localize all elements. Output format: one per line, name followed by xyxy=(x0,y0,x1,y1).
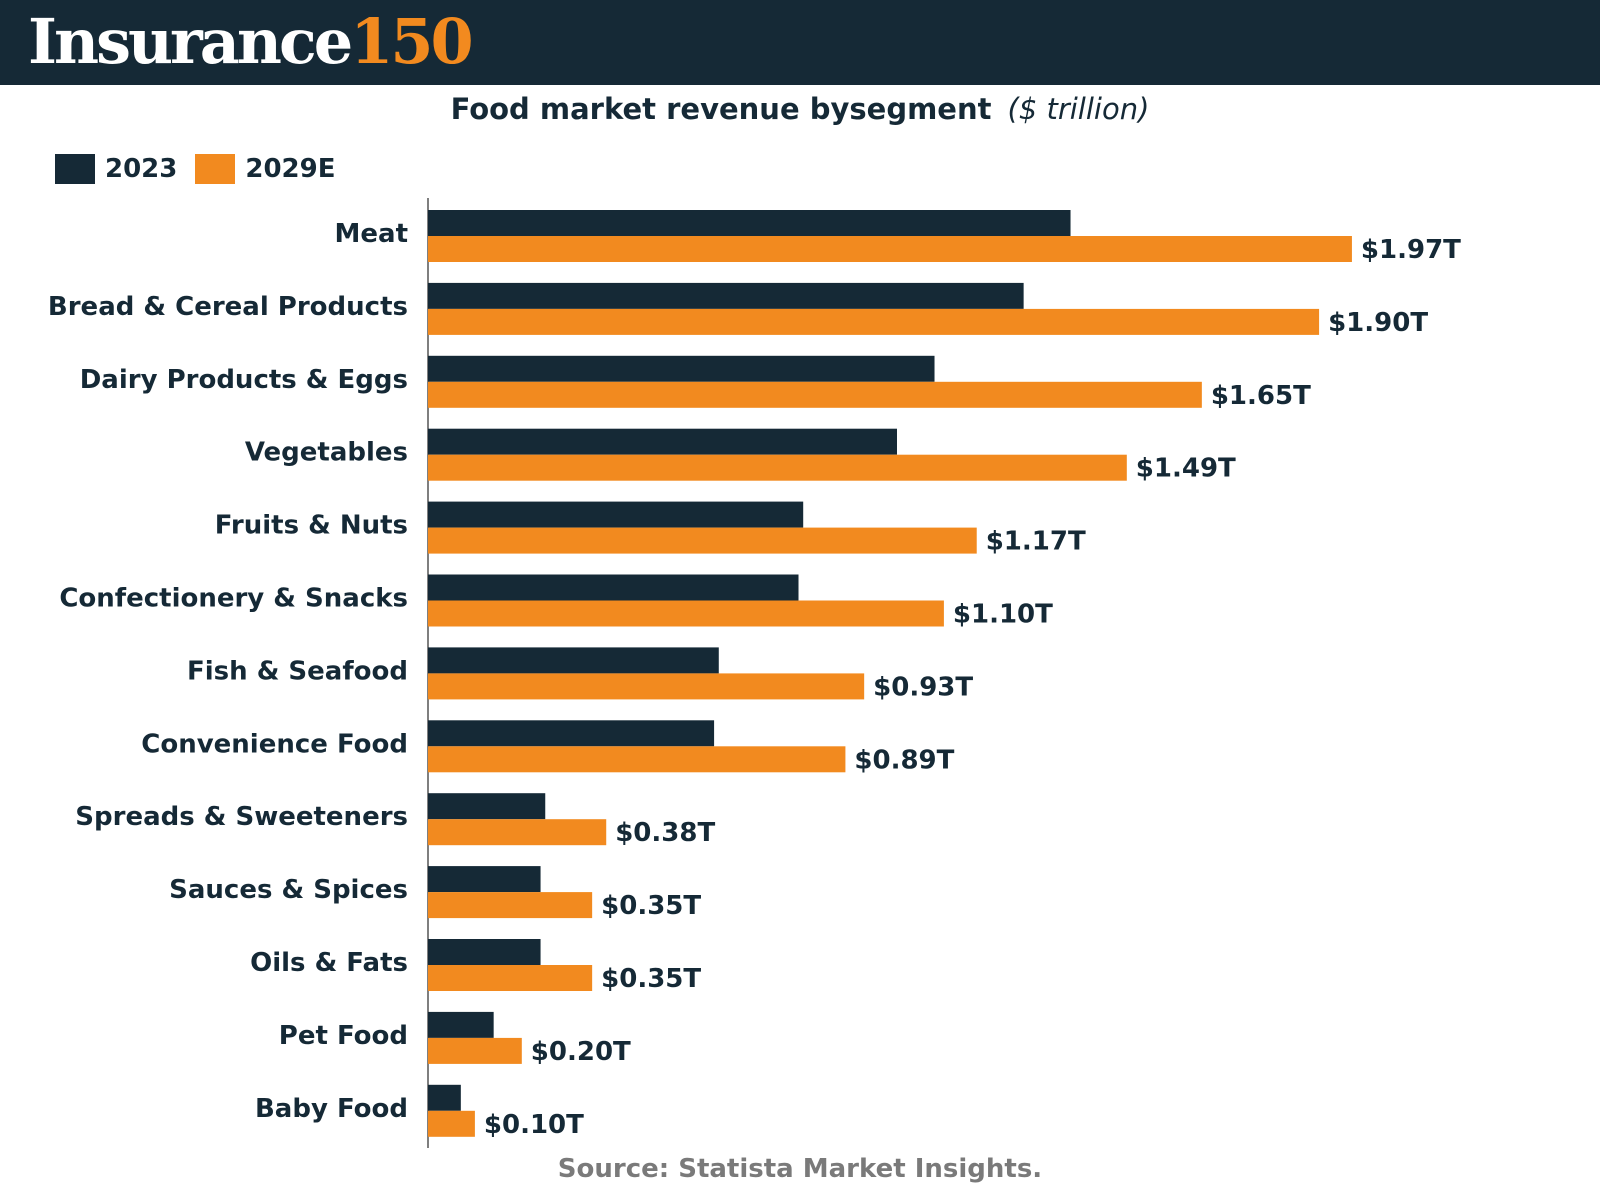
category-label: Confectionery & Snacks xyxy=(59,584,408,614)
brand-header: Insurance150 xyxy=(0,0,1600,85)
bar-2023 xyxy=(428,210,1071,236)
brand-logo-word: Insurance xyxy=(28,5,353,78)
data-label: $1.90T xyxy=(1328,308,1428,338)
data-label: $0.10T xyxy=(484,1110,584,1140)
bar-2023 xyxy=(428,1084,461,1111)
bar-2029e xyxy=(428,1110,475,1137)
legend-swatch-2023 xyxy=(55,154,95,184)
chart-title-row: Food market revenue bysegment ($ trillion… xyxy=(0,92,1600,126)
data-label: $1.65T xyxy=(1211,381,1311,411)
legend-label-2023: 2023 xyxy=(105,154,178,184)
bar-2029e xyxy=(428,381,1202,408)
category-label: Meat xyxy=(335,219,408,249)
bar-2029e xyxy=(428,673,865,700)
bar-2029e xyxy=(428,892,593,919)
chart-legend: 2023 2029E xyxy=(55,152,354,186)
brand-logo-number: 150 xyxy=(350,5,473,78)
legend-label-2029e: 2029E xyxy=(245,154,336,184)
category-label: Convenience Food xyxy=(141,729,408,759)
category-label: Fish & Seafood xyxy=(187,656,408,686)
bar-2023 xyxy=(428,574,799,601)
source-note: Source: Statista Market Insights. xyxy=(557,1154,1043,1184)
bar-2029e xyxy=(428,308,1320,335)
data-label: $1.97T xyxy=(1361,235,1461,265)
bar-2023 xyxy=(428,282,1024,309)
data-label: $1.17T xyxy=(986,527,1086,557)
bar-2029e xyxy=(428,454,1127,481)
data-label: $0.93T xyxy=(873,672,973,702)
data-label: $1.49T xyxy=(1136,454,1236,484)
chart-unit: ($ trillion) xyxy=(1007,92,1150,126)
category-label: Bread & Cereal Products xyxy=(48,292,408,322)
category-label: Fruits & Nuts xyxy=(215,511,408,541)
data-label: $0.35T xyxy=(601,891,701,921)
category-label: Dairy Products & Eggs xyxy=(80,365,408,395)
bar-2023 xyxy=(428,355,935,382)
legend-item-2029e: 2029E xyxy=(195,154,336,184)
bar-2023 xyxy=(428,866,541,893)
bar-2029e xyxy=(428,236,1352,262)
category-label: Sauces & Spices xyxy=(169,875,408,905)
data-label: $0.89T xyxy=(854,745,954,775)
data-label: $0.35T xyxy=(601,964,701,994)
bar-2023 xyxy=(428,720,715,747)
category-label: Baby Food xyxy=(255,1094,408,1124)
chart-title: Food market revenue bysegment xyxy=(450,92,992,126)
bar-2023 xyxy=(428,428,897,455)
bar-2029e xyxy=(428,600,944,627)
data-label: $0.20T xyxy=(531,1037,631,1067)
bar-2023 xyxy=(428,501,804,528)
category-label: Pet Food xyxy=(279,1021,408,1051)
data-label: $1.10T xyxy=(953,600,1053,630)
bar-2029e xyxy=(428,527,977,554)
legend-item-2023: 2023 xyxy=(55,154,177,184)
bar-2023 xyxy=(428,793,546,820)
data-label: $0.38T xyxy=(615,818,715,848)
category-label: Vegetables xyxy=(245,438,408,468)
bar-2029e xyxy=(428,819,607,846)
category-label: Oils & Fats xyxy=(250,948,408,978)
legend-swatch-2029e xyxy=(195,154,236,184)
bar-2023 xyxy=(428,1011,494,1038)
bar-2029e xyxy=(428,746,846,773)
brand-logo: Insurance150 xyxy=(28,3,474,81)
bar-2023 xyxy=(428,939,541,965)
bar-2029e xyxy=(428,1037,522,1064)
bar-2029e xyxy=(428,965,593,991)
bar-2023 xyxy=(428,647,719,674)
category-label: Spreads & Sweeteners xyxy=(75,802,408,832)
